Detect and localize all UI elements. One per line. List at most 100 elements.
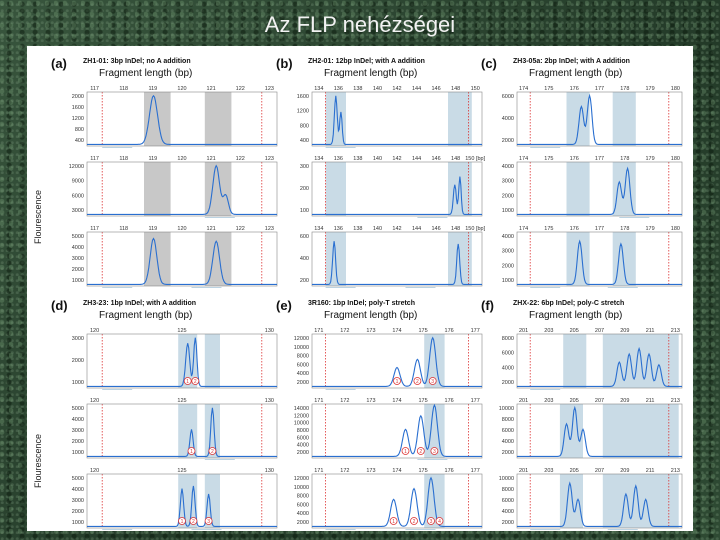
x-tick-label: 134 bbox=[314, 86, 323, 92]
fluorescence-trace bbox=[517, 405, 682, 457]
y-tick-label: 3000 bbox=[502, 249, 514, 255]
peak-marker bbox=[389, 517, 398, 525]
peak-marker-label: 1 bbox=[396, 379, 399, 385]
x-tick-label: 171 bbox=[314, 468, 323, 474]
electropherogram-row: 201 203 205 207 209 211 213 10000 8000 6000 4000 20… bbox=[499, 398, 683, 459]
panel-label: (c) bbox=[481, 56, 497, 71]
y-tick-label: 800 bbox=[300, 123, 309, 129]
strain-tag bbox=[204, 459, 235, 460]
x-tick-label: 175 bbox=[418, 328, 427, 334]
panel-description: ZH3-05a: 2bp InDel; with A addition bbox=[513, 58, 630, 65]
strain-tag bbox=[325, 529, 356, 530]
electropherogram-row: 12012513030002000100012Bristol bbox=[72, 328, 278, 390]
electropherogram-row: 117118119120121122123200016001200800400B… bbox=[72, 86, 278, 148]
slide-title: Az FLP nehézségei bbox=[264, 12, 456, 37]
electropherogram-row: 1741751761771781791804000300020001000Bri… bbox=[502, 226, 683, 288]
x-tick-label: 203 bbox=[544, 468, 553, 474]
plot-frame bbox=[86, 161, 278, 217]
plot-frame bbox=[516, 231, 683, 287]
fluorescence-trace bbox=[87, 237, 277, 285]
allele-bin bbox=[563, 334, 587, 388]
y-tick-label: 5000 bbox=[72, 406, 84, 412]
x-tick-label: 172 bbox=[340, 468, 349, 474]
strain-tag bbox=[530, 529, 561, 530]
x-axis-title: Fragment length (bp) bbox=[324, 68, 418, 79]
fluorescence-trace bbox=[87, 407, 277, 457]
allele-bin bbox=[144, 162, 171, 216]
y-tick-label: 4000 bbox=[297, 511, 309, 517]
y-tick-label: 8000 bbox=[502, 336, 514, 342]
x-tick-label: 207 bbox=[595, 328, 604, 334]
peak-marker bbox=[191, 377, 200, 385]
fluorescence-trace bbox=[517, 239, 682, 285]
x-tick-label: 178 bbox=[620, 156, 629, 162]
panel-label: (f) bbox=[481, 298, 494, 313]
panel-label: (e) bbox=[276, 298, 292, 313]
peak-marker-label: 3 bbox=[430, 519, 433, 525]
y-tick-label: 12000 bbox=[294, 413, 309, 419]
panel-label: (b) bbox=[276, 56, 293, 71]
x-tick-label: 150 [bp] bbox=[465, 226, 485, 232]
fluorescence-trace bbox=[517, 346, 682, 387]
x-tick-label: 140 bbox=[373, 226, 382, 232]
x-tick-label: 117 bbox=[90, 226, 99, 232]
peak-marker bbox=[208, 447, 217, 455]
y-tick-label: 8000 bbox=[502, 417, 514, 423]
x-tick-label: 118 bbox=[119, 156, 128, 162]
x-tick-label: 180 bbox=[671, 156, 680, 162]
x-tick-label: 205 bbox=[570, 398, 579, 404]
panel-label: (a) bbox=[51, 56, 67, 71]
x-tick-label: 125 bbox=[177, 398, 186, 404]
electropherogram-row: 2012032052072092112138000600040002000Bri… bbox=[502, 328, 683, 390]
x-tick-label: 123 bbox=[265, 86, 274, 92]
y-tick-label: 4000 bbox=[297, 371, 309, 377]
electropherogram-row: 201 203 205 207 209 211 213 10000 8000 6000 4000 20… bbox=[499, 468, 683, 530]
x-tick-label: 148 bbox=[451, 226, 460, 232]
x-tick-label: 203 bbox=[544, 398, 553, 404]
y-tick-label: 1000 bbox=[72, 380, 84, 386]
peak-marker-label: 2 bbox=[413, 519, 416, 525]
x-tick-label: 176 bbox=[570, 226, 579, 232]
x-tick-label: 176 bbox=[570, 156, 579, 162]
x-tick-label: 209 bbox=[620, 398, 629, 404]
fluorescence-trace bbox=[312, 476, 482, 527]
x-tick-label: 179 bbox=[646, 156, 655, 162]
x-tick-label: 121 bbox=[207, 226, 216, 232]
allele-bin bbox=[559, 474, 583, 528]
panel-description: ZH2-01: 12bp InDel; with A addition bbox=[308, 58, 425, 65]
plot-frame bbox=[311, 231, 483, 287]
strain-tag bbox=[417, 459, 448, 460]
y-tick-label: 8000 bbox=[502, 487, 514, 493]
strain-tag bbox=[405, 287, 436, 288]
x-tick-label: 119 bbox=[148, 156, 157, 162]
x-tick-label: 120 bbox=[90, 468, 99, 474]
plot-frame bbox=[311, 161, 483, 217]
y-tick-label: 400 bbox=[75, 138, 84, 144]
y-tick-label: 10000 bbox=[499, 406, 514, 412]
plot-frame bbox=[86, 91, 278, 147]
y-tick-label: 4000 bbox=[502, 365, 514, 371]
peak-marker bbox=[187, 447, 196, 455]
strain-tag bbox=[191, 529, 222, 530]
x-tick-label: 125 bbox=[177, 468, 186, 474]
x-tick-label: 211 bbox=[646, 398, 655, 404]
strain-tag bbox=[102, 287, 133, 288]
x-tick-label: 179 bbox=[646, 226, 655, 232]
y-tick-label: 6000 bbox=[502, 428, 514, 434]
x-tick-label: 173 bbox=[366, 398, 375, 404]
y-tick-label: 2000 bbox=[72, 439, 84, 445]
y-tick-label: 6000 bbox=[297, 502, 309, 508]
x-tick-label: 142 bbox=[392, 226, 401, 232]
y-tick-label: 6000 bbox=[502, 351, 514, 357]
fluorescence-trace bbox=[517, 93, 682, 145]
y-tick-label: 3000 bbox=[502, 179, 514, 185]
x-tick-label: 209 bbox=[620, 468, 629, 474]
allele-bin bbox=[204, 474, 220, 528]
panel-description: ZHX-22: 6bp InDel; poly-C stretch bbox=[513, 300, 625, 307]
electropherogram-row: 134 136 138 140 142 144 146 148 150 [bp] 300 200 10… bbox=[300, 156, 486, 218]
y-tick-label: 2000 bbox=[502, 450, 514, 456]
y-tick-label: 1000 bbox=[502, 278, 514, 284]
x-axis-title: Fragment length (bp) bbox=[99, 68, 193, 79]
x-tick-label: 117 bbox=[90, 86, 99, 92]
y-tick-label: 4000 bbox=[502, 234, 514, 240]
